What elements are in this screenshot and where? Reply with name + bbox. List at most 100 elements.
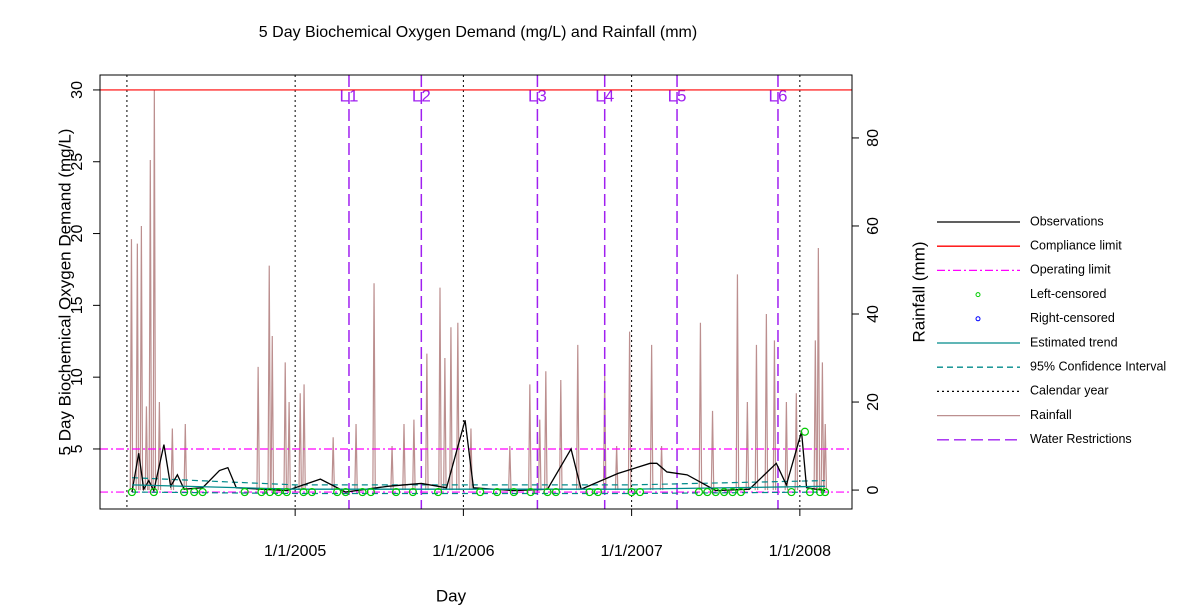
censored-point <box>408 487 418 497</box>
censored-point <box>720 487 729 497</box>
censored-point <box>434 487 443 497</box>
rainfall-spike <box>544 371 548 491</box>
censored-point <box>240 487 249 497</box>
censored-point <box>805 487 815 497</box>
legend-label: Right-censored <box>1030 311 1115 325</box>
y2-tick-label: 0 <box>865 486 882 495</box>
x-tick-label: 1/1/2007 <box>600 543 662 560</box>
rainfall-spike <box>537 419 542 491</box>
legend-label: Observations <box>1030 214 1104 228</box>
rainfall-spike <box>456 322 460 491</box>
rainfall-spike <box>256 366 260 491</box>
rainfall-spike <box>148 159 153 491</box>
rainfall-spike <box>354 424 358 491</box>
censored-point <box>593 487 603 497</box>
rainfall-spike <box>754 344 759 491</box>
rainfall-spike <box>745 402 750 491</box>
x-axis-label: Day <box>436 586 467 605</box>
censored-point <box>627 487 636 497</box>
plot-frame <box>99 74 853 510</box>
rainfall-spike <box>508 446 512 491</box>
rainfall-spike <box>784 402 789 491</box>
rainfall-spike <box>575 344 580 491</box>
censored-point <box>149 487 158 497</box>
legend-label: Rainfall <box>1030 408 1072 422</box>
rainfall-spike <box>402 424 406 491</box>
rainfall-spike <box>710 410 715 491</box>
rainfall-spike <box>298 393 302 491</box>
rainfall-spike <box>267 265 272 491</box>
rainfall-spike <box>659 446 664 491</box>
censored-point <box>274 487 283 497</box>
data-line <box>131 420 826 493</box>
censored-point <box>299 487 308 497</box>
restriction-label: L3 <box>528 86 547 105</box>
censored-point <box>787 487 796 497</box>
censored-point <box>333 487 342 497</box>
rainfall-spike <box>820 362 825 491</box>
y2-tick-label: 40 <box>865 305 882 323</box>
x-tick-label: 1/1/2005 <box>264 543 326 560</box>
restriction-label: L1 <box>340 86 359 105</box>
rainfall-spike <box>270 336 275 491</box>
rainfall-spike <box>144 406 149 491</box>
legend-label: Operating limit <box>1030 263 1111 277</box>
legend-label: 95% Confidence Interval <box>1030 359 1166 373</box>
legend-label: Water Restrictions <box>1030 432 1132 446</box>
y-tick-label: 15 <box>69 296 86 314</box>
rainfall-spike <box>438 287 442 491</box>
rainfall-spike <box>287 402 291 491</box>
rainfall-spike <box>614 446 619 491</box>
censored-point <box>585 487 594 497</box>
censored-point <box>551 487 561 497</box>
censored-point <box>341 487 350 497</box>
rainfall-spike <box>823 424 828 491</box>
censored-point <box>736 487 746 497</box>
legend-marker <box>975 292 981 298</box>
legend-label: Calendar year <box>1030 384 1109 398</box>
rainfall-spike <box>764 314 769 491</box>
censored-point <box>391 487 401 497</box>
censored-point <box>180 487 189 497</box>
restriction-label: L4 <box>595 86 614 105</box>
y-tick-label: 10 <box>69 368 86 386</box>
rainfall-spike <box>649 344 654 491</box>
censored-point <box>815 487 825 497</box>
rainfall-spike <box>302 384 306 491</box>
y2-tick-label: 60 <box>865 217 882 235</box>
legend-label: Left-censored <box>1030 287 1106 301</box>
rainfall-spike <box>816 247 821 491</box>
legend-label: Estimated trend <box>1030 335 1118 349</box>
censored-point <box>127 487 137 497</box>
censored-point <box>282 487 291 497</box>
rainfall-spike <box>157 402 162 491</box>
y-tick-label: 30 <box>69 81 86 99</box>
rainfall-spike <box>372 283 376 491</box>
data-line <box>131 484 826 490</box>
rainfall-spike <box>443 358 447 491</box>
censored-point <box>509 487 518 497</box>
legend-marker <box>975 316 981 322</box>
rainfall-spike <box>390 446 394 491</box>
censored-point <box>635 487 645 497</box>
y-tick-label: 5 <box>69 444 86 453</box>
rainfall-spike <box>152 89 157 491</box>
censored-point <box>307 487 317 497</box>
rainfall-spike <box>139 225 144 491</box>
rainfall-spike <box>129 239 134 491</box>
rainfall-spike <box>449 327 453 491</box>
rainfall-spike <box>735 274 740 491</box>
rainfall-spike <box>183 424 188 491</box>
rainfall-spike <box>425 353 429 491</box>
legend-label: Compliance limit <box>1030 238 1122 252</box>
censored-point <box>257 487 266 497</box>
rainfall-spike <box>627 331 632 491</box>
y-axis-label: 5 Day Biochemical Oxygen Demand (mg/L) <box>55 129 74 456</box>
rainfall-spike <box>558 380 563 491</box>
restriction-label: L2 <box>412 86 431 105</box>
x-tick-label: 1/1/2008 <box>769 543 831 560</box>
censored-point <box>526 487 535 497</box>
censored-point <box>711 487 720 497</box>
rainfall-spike <box>813 340 818 491</box>
